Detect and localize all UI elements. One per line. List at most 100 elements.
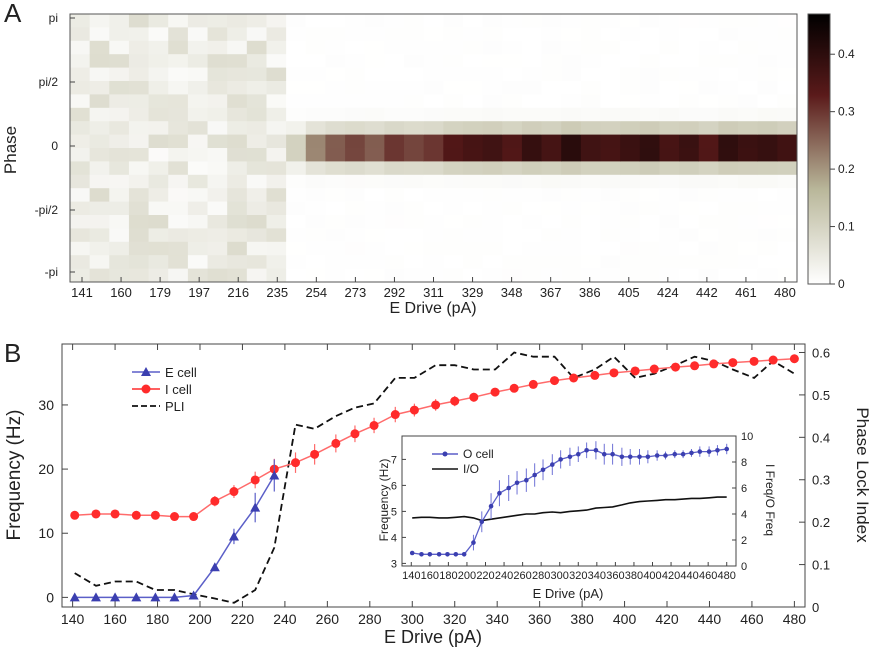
heatmap-x-tick-label: 254	[305, 285, 327, 300]
heatmap-cell	[148, 67, 169, 82]
heatmap-cell	[639, 40, 660, 55]
heatmap-cell	[70, 201, 91, 216]
inset-x-tick-label: 380	[625, 570, 643, 582]
heatmap-y-tick-label: -pi/2	[35, 203, 59, 217]
heatmap-cell	[462, 215, 484, 229]
heatmap-cell	[521, 67, 542, 82]
heatmap-cell	[659, 161, 680, 176]
panel-b-x-tick-label: 140	[61, 611, 85, 627]
heatmap-cell	[423, 228, 444, 243]
heatmap-cell	[462, 107, 484, 122]
heatmap-cell	[639, 27, 660, 42]
heatmap-cell	[757, 94, 778, 109]
i-cell-point	[450, 396, 460, 406]
heatmap-x-tick-label: 311	[423, 285, 444, 300]
heatmap-cell	[777, 148, 798, 162]
heatmap-cell	[384, 54, 405, 68]
heatmap-cell	[482, 228, 503, 243]
heatmap-cell	[738, 27, 759, 42]
heatmap-cell	[266, 14, 287, 28]
heatmap-cell	[757, 255, 778, 269]
heatmap-cell	[462, 255, 484, 269]
heatmap-cell	[266, 215, 287, 229]
heatmap-cell	[659, 188, 680, 202]
heatmap-cell	[168, 67, 189, 82]
heatmap-cell	[148, 107, 169, 122]
heatmap-cell	[109, 14, 130, 28]
heatmap-cell	[207, 268, 228, 283]
heatmap-cell	[246, 54, 267, 68]
heatmap-cell	[404, 268, 425, 283]
heatmap-cell	[364, 134, 385, 149]
heatmap-cell	[384, 241, 405, 256]
heatmap-cell	[207, 107, 228, 122]
heatmap-cell	[345, 188, 366, 202]
heatmap-cell	[187, 228, 208, 243]
heatmap-cell	[718, 201, 739, 216]
heatmap-cell	[679, 121, 700, 135]
heatmap-cell	[70, 81, 91, 95]
i-cell-point	[728, 358, 738, 368]
heatmap-cell	[148, 268, 169, 283]
heatmap-cell	[620, 201, 641, 216]
heatmap-cell	[541, 268, 562, 283]
heatmap-cell	[639, 241, 660, 256]
heatmap-cell	[128, 81, 149, 95]
heatmap-cell	[502, 81, 523, 95]
heatmap-cell	[423, 94, 444, 109]
heatmap-x-tick-label: 442	[696, 285, 718, 300]
inset-y-tick-label: 5	[391, 506, 397, 518]
heatmap-cell	[718, 228, 739, 243]
heatmap-cell	[148, 255, 169, 269]
heatmap-cell	[187, 161, 208, 176]
panel-b-y2-tick-label: 0.5	[812, 388, 830, 403]
heatmap-cell	[639, 81, 660, 95]
heatmap-cell	[718, 40, 739, 55]
heatmap-cell	[187, 94, 208, 109]
heatmap-cell	[620, 174, 641, 189]
heatmap-cell	[266, 27, 287, 42]
inset-ticks: 140 160 180 200 220 240 260 280 300 320 340 360 380 4…	[391, 431, 753, 582]
heatmap-cell	[423, 148, 444, 162]
heatmap-cell	[600, 201, 621, 216]
heatmap-cell	[423, 81, 444, 95]
heatmap-cell	[89, 228, 110, 243]
heatmap-cell	[325, 54, 346, 68]
inset-y-tick-label: 3	[391, 558, 397, 570]
heatmap-cell	[698, 228, 719, 243]
heatmap-cell	[305, 201, 326, 216]
heatmap-cell	[738, 134, 759, 149]
heatmap-cell	[679, 27, 700, 42]
heatmap-cell	[364, 215, 385, 229]
heatmap-cell	[345, 14, 366, 28]
heatmap-cell	[246, 188, 267, 202]
heatmap-cell	[462, 134, 484, 149]
heatmap-cell	[698, 40, 719, 55]
heatmap-cell	[168, 228, 189, 243]
heatmap-cell	[679, 14, 700, 28]
o-cell-point	[540, 467, 546, 473]
heatmap-cell	[620, 228, 641, 243]
e-cell-point	[188, 590, 199, 600]
heatmap-cell	[620, 94, 641, 109]
inset-x-tick-label: 180	[439, 570, 457, 582]
heatmap-cell	[502, 107, 523, 122]
heatmap-cell	[286, 67, 307, 82]
heatmap-cell	[541, 241, 562, 256]
heatmap-cell	[600, 148, 621, 162]
heatmap-cell	[757, 107, 778, 122]
heatmap-cell	[561, 40, 582, 55]
inset-y2-tick-label: 4	[741, 509, 747, 521]
heatmap-cell	[639, 174, 660, 189]
heatmap-cell	[148, 27, 169, 42]
heatmap-cell	[266, 107, 287, 122]
heatmap-cell	[266, 134, 287, 149]
heatmap-cell	[541, 215, 562, 229]
heatmap-cell	[620, 107, 641, 122]
heatmap-cell	[462, 81, 484, 95]
heatmap-cell	[286, 94, 307, 109]
heatmap-cell	[679, 188, 700, 202]
heatmap-cell	[541, 40, 562, 55]
heatmap-cell	[600, 255, 621, 269]
heatmap-cell	[679, 268, 700, 283]
